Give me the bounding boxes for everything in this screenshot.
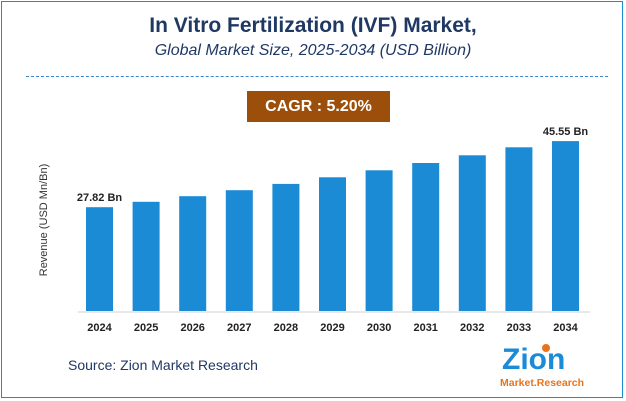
title-divider [26,76,608,77]
cagr-badge: CAGR : 5.20% [247,91,390,122]
bar-2027 [225,190,253,311]
x-tick-2024: 2024 [87,322,112,334]
logo-tagline: Market.Research [500,377,584,389]
bar-2025 [132,201,160,311]
x-tick-2028: 2028 [274,322,298,334]
x-tick-2029: 2029 [320,322,344,334]
x-tick-2034: 2034 [553,322,578,334]
x-tick-2026: 2026 [180,322,204,334]
x-tick-2030: 2030 [367,322,391,334]
x-tick-2027: 2027 [227,322,251,334]
bar-2033 [505,147,533,311]
data-label-2034: 45.55 Bn [543,126,589,138]
x-tick-2033: 2033 [507,322,531,334]
y-axis-label: Revenue (USD Mn/Bn) [38,164,50,277]
data-label-2024: 27.82 Bn [77,192,123,204]
bar-2029 [319,177,346,311]
bar-2032 [458,155,486,311]
source-note: Source: Zion Market Research [68,357,258,373]
x-tick-2031: 2031 [413,322,437,334]
bar-2031 [412,163,440,311]
bar-2030 [365,170,393,311]
chart-subtitle: Global Market Size, 2025-2034 (USD Billi… [154,42,472,59]
logo-word: Zion [502,343,565,376]
bar-2026 [179,196,207,311]
x-tick-2025: 2025 [134,322,158,334]
bar-2034 [552,141,579,311]
logo-accent-dot [542,344,550,352]
zion-logo: Zion Market.Research [500,343,584,389]
x-tick-2032: 2032 [460,322,484,334]
bar-2024 [86,207,113,311]
cagr-label: CAGR : 5.20% [265,97,372,115]
bar-2028 [272,183,300,311]
chart-title: In Vitro Fertilization (IVF) Market, [149,14,477,37]
